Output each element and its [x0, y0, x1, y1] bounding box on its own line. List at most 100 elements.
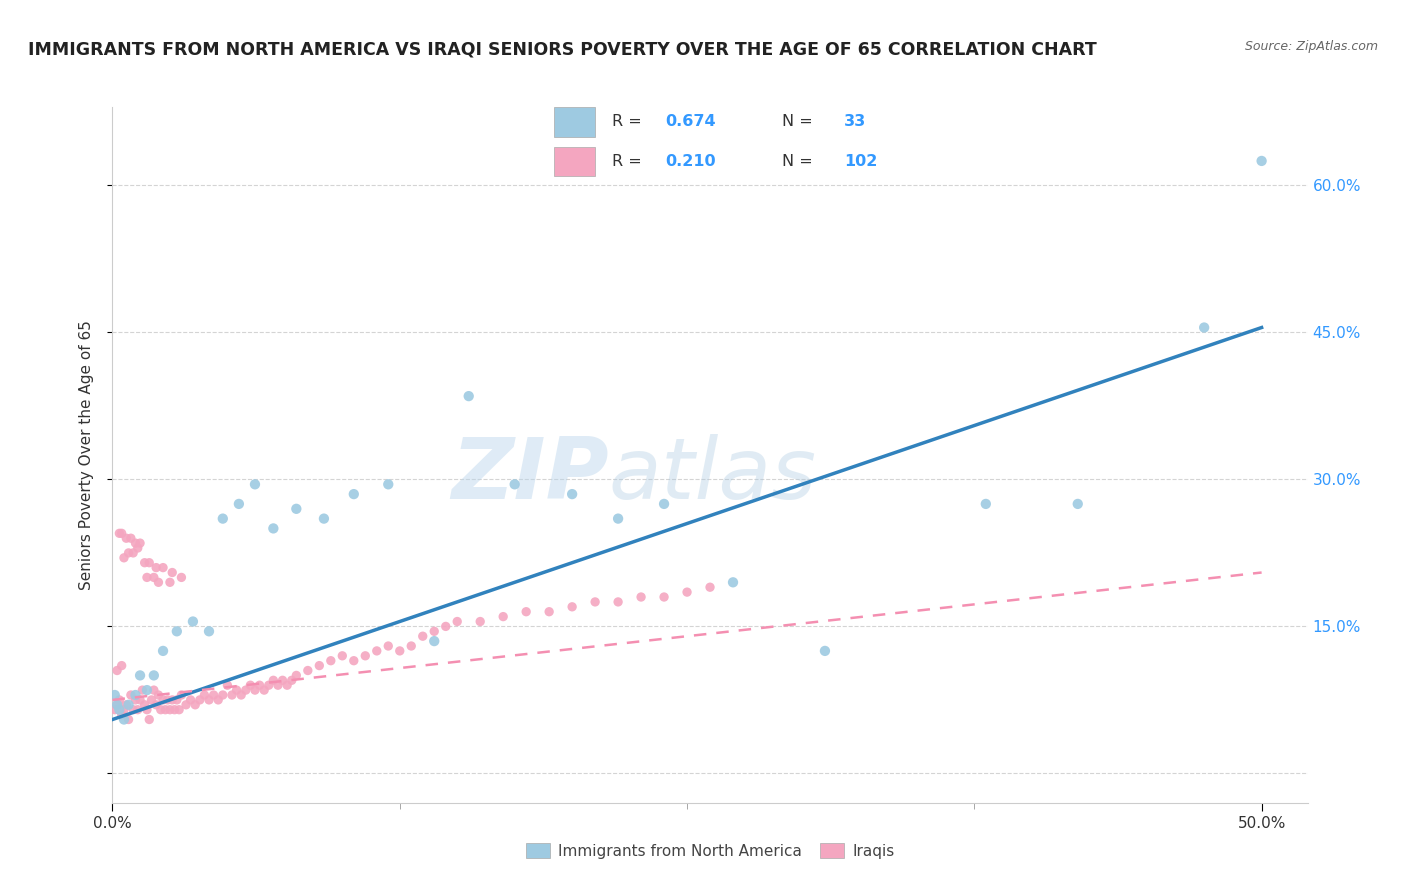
Point: [198, 624, 221, 639]
Point: [170, 688, 193, 702]
Point: [162, 693, 183, 707]
Text: 0.674: 0.674: [666, 114, 717, 129]
Point: [142, 668, 165, 682]
Point: [446, 615, 468, 629]
Point: [148, 688, 170, 702]
Point: [129, 693, 152, 707]
Point: [401, 639, 423, 653]
Point: [319, 654, 342, 668]
Point: [243, 477, 266, 491]
Point: [136, 683, 159, 698]
Point: [366, 644, 388, 658]
Point: [377, 477, 399, 491]
Point: [211, 688, 233, 702]
Point: [111, 707, 134, 722]
Point: [388, 644, 411, 658]
Point: [152, 644, 174, 658]
Point: [162, 566, 183, 580]
Point: [228, 497, 250, 511]
Point: [136, 703, 159, 717]
Point: [343, 654, 366, 668]
Point: [249, 678, 271, 692]
Point: [377, 639, 399, 653]
Point: [117, 698, 139, 712]
Point: [122, 703, 145, 717]
Point: [111, 526, 134, 541]
Point: [122, 546, 145, 560]
Point: [111, 658, 134, 673]
Point: [129, 668, 152, 682]
Point: [148, 575, 170, 590]
Point: [127, 541, 149, 555]
Point: [652, 497, 675, 511]
Point: [276, 678, 298, 692]
Point: [112, 703, 135, 717]
Point: [814, 644, 837, 658]
Point: [129, 536, 152, 550]
Point: [308, 658, 330, 673]
Point: [104, 703, 127, 717]
Point: [221, 688, 243, 702]
Point: [142, 683, 165, 698]
Point: [652, 590, 675, 604]
Text: 102: 102: [844, 153, 877, 169]
Point: [285, 668, 308, 682]
Point: [262, 521, 284, 535]
Point: [198, 693, 221, 707]
Point: [1067, 497, 1090, 511]
Text: 0.210: 0.210: [666, 153, 717, 169]
Point: [188, 693, 211, 707]
Point: [974, 497, 997, 511]
Point: [434, 619, 457, 633]
Point: [141, 693, 163, 707]
Point: [297, 664, 319, 678]
Point: [166, 624, 188, 639]
Point: [538, 605, 561, 619]
Point: [343, 487, 366, 501]
Point: [180, 693, 202, 707]
Text: N =: N =: [782, 153, 818, 169]
Point: [120, 531, 142, 545]
Point: [105, 698, 128, 712]
Point: [163, 703, 186, 717]
Point: [167, 703, 190, 717]
Point: [104, 688, 127, 702]
Point: [117, 546, 139, 560]
Point: [1192, 320, 1215, 334]
Point: [271, 673, 294, 688]
Point: [159, 575, 181, 590]
Y-axis label: Seniors Poverty Over the Age of 65: Seniors Poverty Over the Age of 65: [79, 320, 94, 590]
Point: [124, 688, 146, 702]
Point: [267, 678, 290, 692]
Point: [699, 580, 721, 594]
Point: [193, 688, 215, 702]
Text: 33: 33: [844, 114, 866, 129]
Bar: [554, 147, 595, 177]
Point: [312, 511, 335, 525]
Point: [607, 511, 630, 525]
Point: [131, 683, 153, 698]
Point: [225, 683, 247, 698]
Point: [142, 570, 165, 584]
Point: [231, 688, 253, 702]
Point: [217, 678, 239, 692]
Point: [152, 560, 174, 574]
Point: [174, 698, 197, 712]
Point: [159, 703, 181, 717]
Point: [1250, 153, 1272, 168]
Point: [115, 531, 138, 545]
Point: [330, 648, 353, 663]
Text: IMMIGRANTS FROM NORTH AMERICA VS IRAQI SENIORS POVERTY OVER THE AGE OF 65 CORREL: IMMIGRANTS FROM NORTH AMERICA VS IRAQI S…: [28, 40, 1097, 58]
Point: [235, 683, 257, 698]
Point: [412, 629, 434, 643]
Bar: [554, 107, 595, 136]
Point: [181, 615, 204, 629]
Point: [145, 560, 167, 574]
Point: [112, 713, 135, 727]
Text: R =: R =: [612, 114, 647, 129]
Point: [515, 605, 537, 619]
Point: [630, 590, 652, 604]
Legend: Immigrants from North America, Iraqis: Immigrants from North America, Iraqis: [520, 837, 900, 864]
Text: ZIP: ZIP: [451, 434, 609, 517]
Point: [202, 688, 225, 702]
